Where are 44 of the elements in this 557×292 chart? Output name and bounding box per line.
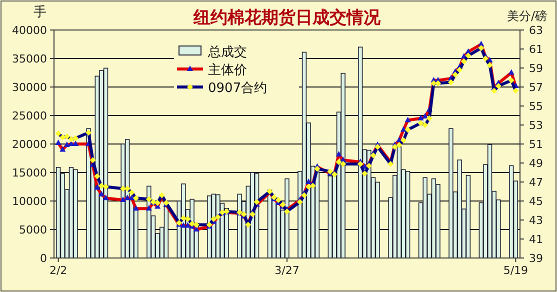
chart-title: 纽约棉花期货日成交情况 [192, 8, 382, 28]
y2-tick-label: 55 [529, 100, 543, 113]
bar [73, 169, 78, 258]
bar [56, 166, 61, 258]
y2-tick-label: 61 [529, 43, 543, 56]
bar [448, 128, 454, 258]
y2-tick-label: 47 [529, 176, 543, 189]
y2-tick-label: 59 [529, 62, 543, 75]
y-tick-label: 35000 [12, 52, 47, 66]
y-tick-label: 30000 [12, 81, 47, 94]
y2-tick-label: 41 [529, 233, 543, 246]
bar [99, 70, 104, 258]
x-tick-label: 2/2 [49, 264, 68, 277]
y2-tick-label: 43 [529, 214, 543, 227]
y-tick-label: 10000 [12, 195, 47, 208]
y2-tick-label: 49 [529, 157, 543, 170]
y-tick-label: 25000 [12, 110, 47, 122]
y-tick-label: 0 [40, 252, 47, 265]
y2-tick-label: 53 [529, 119, 543, 132]
y-tick-label: 15000 [12, 166, 47, 180]
y2-tick-label: 39 [529, 252, 543, 265]
bar [405, 170, 410, 258]
bar [358, 46, 363, 258]
y-axis-title: 手 [34, 5, 46, 20]
y2-axis-title: 美分/磅 [506, 9, 548, 23]
x-tick-label: 5/19 [503, 264, 528, 277]
legend-label: 主体价 [208, 62, 247, 78]
bar [509, 165, 514, 258]
bar [466, 174, 471, 258]
bar [457, 160, 462, 258]
legend-label: 总成交 [207, 44, 247, 60]
bar [487, 144, 492, 258]
legend-label: 0907合约 [208, 81, 268, 96]
x-tick-label: 3/27 [274, 264, 300, 277]
y-tick-label: 20000 [12, 138, 47, 151]
bar [103, 68, 108, 258]
y-tick-label: 40000 [12, 24, 47, 37]
y2-tick-label: 45 [529, 195, 543, 208]
y2-tick-label: 57 [529, 81, 543, 94]
y2-tick-label: 51 [529, 138, 543, 151]
bar [340, 72, 346, 258]
bar [422, 177, 428, 258]
y2-tick-label: 63 [529, 24, 543, 37]
y-tick-label: 5000 [19, 224, 47, 236]
